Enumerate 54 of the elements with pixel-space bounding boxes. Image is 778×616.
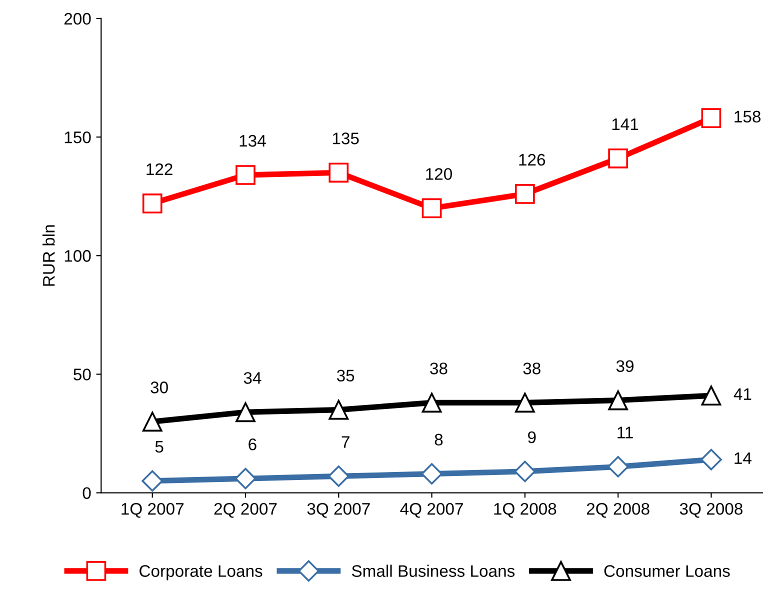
data-label: 34	[244, 372, 262, 384]
data-label: 9	[528, 431, 536, 444]
data-label: 134	[240, 134, 266, 147]
y-axis-title: RUR bln	[42, 225, 55, 286]
point	[515, 184, 535, 204]
point	[700, 448, 722, 470]
data-label: 38	[523, 362, 540, 374]
data-label: 39	[616, 360, 634, 372]
data-label: 122	[146, 163, 172, 176]
y-tick-label: 150	[64, 131, 91, 144]
data-label: 5	[155, 441, 164, 453]
y-tick-label: 200	[64, 12, 91, 25]
point	[701, 386, 722, 406]
x-tick-label: 2Q 2008	[586, 502, 650, 518]
x-tick-label: 4Q 2007	[400, 502, 463, 518]
point	[236, 402, 256, 422]
point	[515, 392, 535, 413]
point	[422, 198, 442, 218]
point	[328, 400, 349, 420]
point	[608, 148, 628, 168]
legend-label: Small Business Loans	[352, 564, 515, 577]
y-tick-label: 0	[82, 487, 91, 500]
x-tick-label: 1Q 2007	[122, 502, 184, 518]
data-label: 7	[342, 436, 350, 448]
x-tick-label: 2Q 2007	[214, 502, 277, 518]
y-tick-label: 100	[64, 250, 91, 262]
data-label: 38	[430, 362, 448, 374]
x-tick-label: 3Q 2008	[680, 502, 742, 518]
point	[701, 108, 722, 128]
data-label: 141	[612, 118, 638, 130]
point	[514, 460, 536, 482]
data-label: 35	[336, 370, 354, 382]
data-label: 135	[332, 132, 359, 144]
data-label: 120	[426, 168, 452, 180]
legend-label: Corporate Loans	[140, 565, 262, 580]
data-label: 14	[734, 452, 752, 464]
data-label: 11	[618, 426, 633, 438]
point	[142, 194, 162, 214]
data-label: 158	[734, 110, 761, 123]
data-label: 30	[150, 382, 168, 394]
point	[236, 165, 256, 185]
data-label: 6	[248, 438, 256, 450]
point	[607, 456, 629, 478]
data-label: 41	[734, 388, 752, 400]
y-tick-label: 50	[74, 368, 91, 380]
point	[142, 412, 162, 432]
x-tick-label: 3Q 2007	[307, 502, 370, 518]
data-label: 126	[519, 154, 546, 166]
data-label: 8	[434, 434, 443, 446]
x-tick-label: 1Q 2008	[494, 502, 556, 518]
point	[422, 392, 442, 413]
point	[608, 390, 628, 410]
legend-label: Consumer Loans	[604, 565, 730, 577]
point	[328, 162, 349, 183]
